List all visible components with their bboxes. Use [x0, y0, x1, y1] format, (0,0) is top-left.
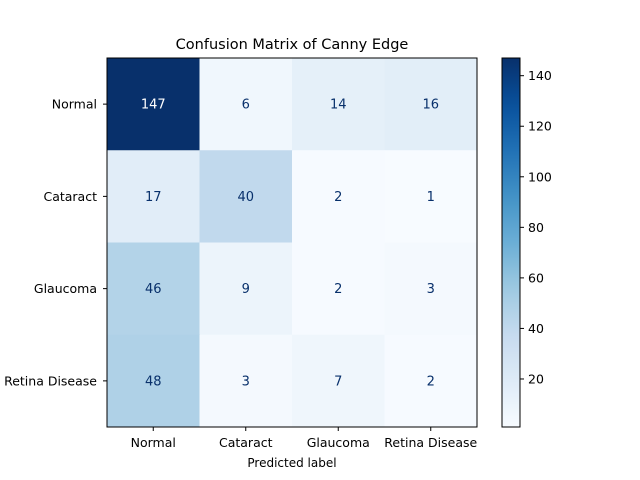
heatmap-cells: 147 6 14 16 17 40 2 1 46 9 2 3 48 3 7 2: [107, 58, 478, 428]
y-tick-label: Glaucoma: [34, 281, 97, 296]
colorbar-tick-label: 20: [528, 371, 544, 386]
cell-value-label: 46: [145, 282, 162, 297]
plot-frame: [106, 57, 478, 428]
heatmap-cell: [292, 242, 385, 336]
colorbar-tick-label: 120: [528, 119, 552, 134]
heatmap-cell: [292, 334, 385, 428]
colorbar-gradient: [501, 57, 521, 428]
heatmap-cell: [107, 242, 200, 336]
cell-value-label: 3: [427, 282, 435, 297]
cell-value-label: 14: [330, 98, 347, 113]
y-axis: Normal Cataract Glaucoma Retina Disease: [4, 97, 107, 388]
y-tick-label: Normal: [52, 97, 97, 112]
heatmap-cell: [384, 334, 478, 428]
cell-value-label: 147: [141, 98, 166, 113]
heatmap-cell: [384, 150, 478, 243]
x-tick-label: Normal: [131, 435, 176, 450]
heatmap-cell: [384, 242, 478, 336]
chart-title: Confusion Matrix of Canny Edge: [176, 37, 409, 53]
colorbar-tick-label: 140: [528, 68, 552, 83]
heatmap-cell: [199, 334, 293, 428]
heatmap-cell: [384, 58, 478, 151]
cell-value-label: 2: [334, 190, 342, 205]
colorbar-tick-label: 60: [528, 270, 544, 285]
colorbar: 20 40 60 80 100 120 140: [501, 57, 552, 428]
cell-value-label: 2: [427, 374, 435, 389]
heatmap-cell: [107, 334, 200, 428]
cell-value-label: 48: [145, 374, 162, 389]
heatmap-cell: [199, 242, 293, 336]
cell-value-label: 7: [334, 374, 342, 389]
colorbar-tick-label: 40: [528, 321, 544, 336]
heatmap-cell: [107, 58, 200, 151]
y-tick-label: Cataract: [43, 189, 97, 204]
colorbar-tick-label: 80: [528, 220, 544, 235]
x-axis-label: Predicted label: [247, 456, 336, 470]
x-axis: Normal Cataract Glaucoma Retina Disease: [131, 427, 478, 450]
cell-value-label: 1: [427, 190, 435, 205]
heatmap-cell: [199, 58, 293, 151]
cell-value-label: 2: [334, 282, 342, 297]
heatmap-cell: [292, 150, 385, 243]
x-tick-label: Retina Disease: [384, 435, 477, 450]
heatmap-cell: [199, 150, 293, 243]
y-tick-label: Retina Disease: [4, 373, 97, 388]
x-tick-label: Cataract: [219, 435, 273, 450]
cell-value-label: 17: [145, 190, 162, 205]
cell-value-label: 16: [422, 98, 439, 113]
x-tick-label: Glaucoma: [307, 435, 370, 450]
cell-value-label: 6: [242, 98, 250, 113]
heatmap-cell: [292, 58, 385, 151]
cell-value-label: 3: [242, 374, 250, 389]
colorbar-tick-label: 100: [528, 169, 552, 184]
cell-value-label: 9: [242, 282, 250, 297]
heatmap-cell: [107, 150, 200, 243]
cell-value-label: 40: [237, 190, 254, 205]
